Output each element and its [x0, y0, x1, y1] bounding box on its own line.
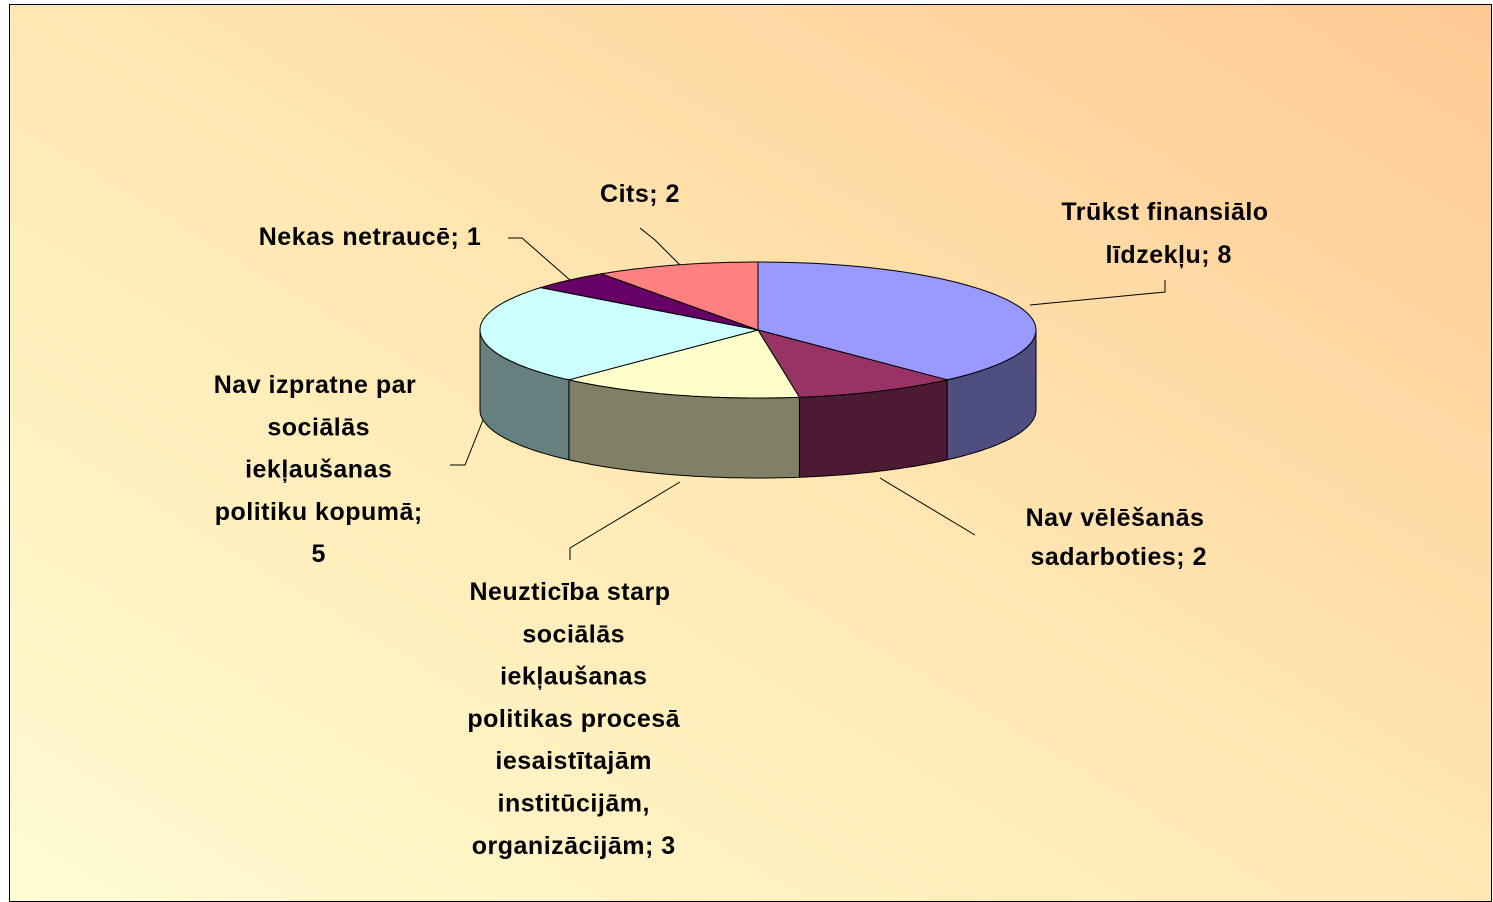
leader-line [879, 477, 976, 536]
leader-line [1029, 280, 1166, 306]
data-label: Neuzticība starp sociālās iekļaušanas po… [460, 578, 681, 860]
data-label: Nav izpratne par sociālās iekļaušanas po… [207, 371, 422, 568]
pie-slice [479, 287, 759, 381]
pie-slice [568, 329, 801, 399]
leader-line [508, 237, 571, 281]
leader-line [569, 481, 681, 560]
data-label: Nav vēlēšanās sadarboties; 2 [1023, 504, 1207, 571]
pie-slice [599, 261, 759, 331]
data-label: Nekas netraucē; 1 [259, 223, 482, 251]
data-label: Cits; 2 [600, 180, 680, 208]
pie-slice [538, 273, 759, 331]
leader-line [450, 419, 484, 466]
data-label: Trūkst finansiālo līdzekļu; 8 [1061, 198, 1268, 269]
leader-line [639, 227, 681, 266]
pie-slice [756, 329, 948, 398]
pie-slice [757, 261, 1037, 381]
